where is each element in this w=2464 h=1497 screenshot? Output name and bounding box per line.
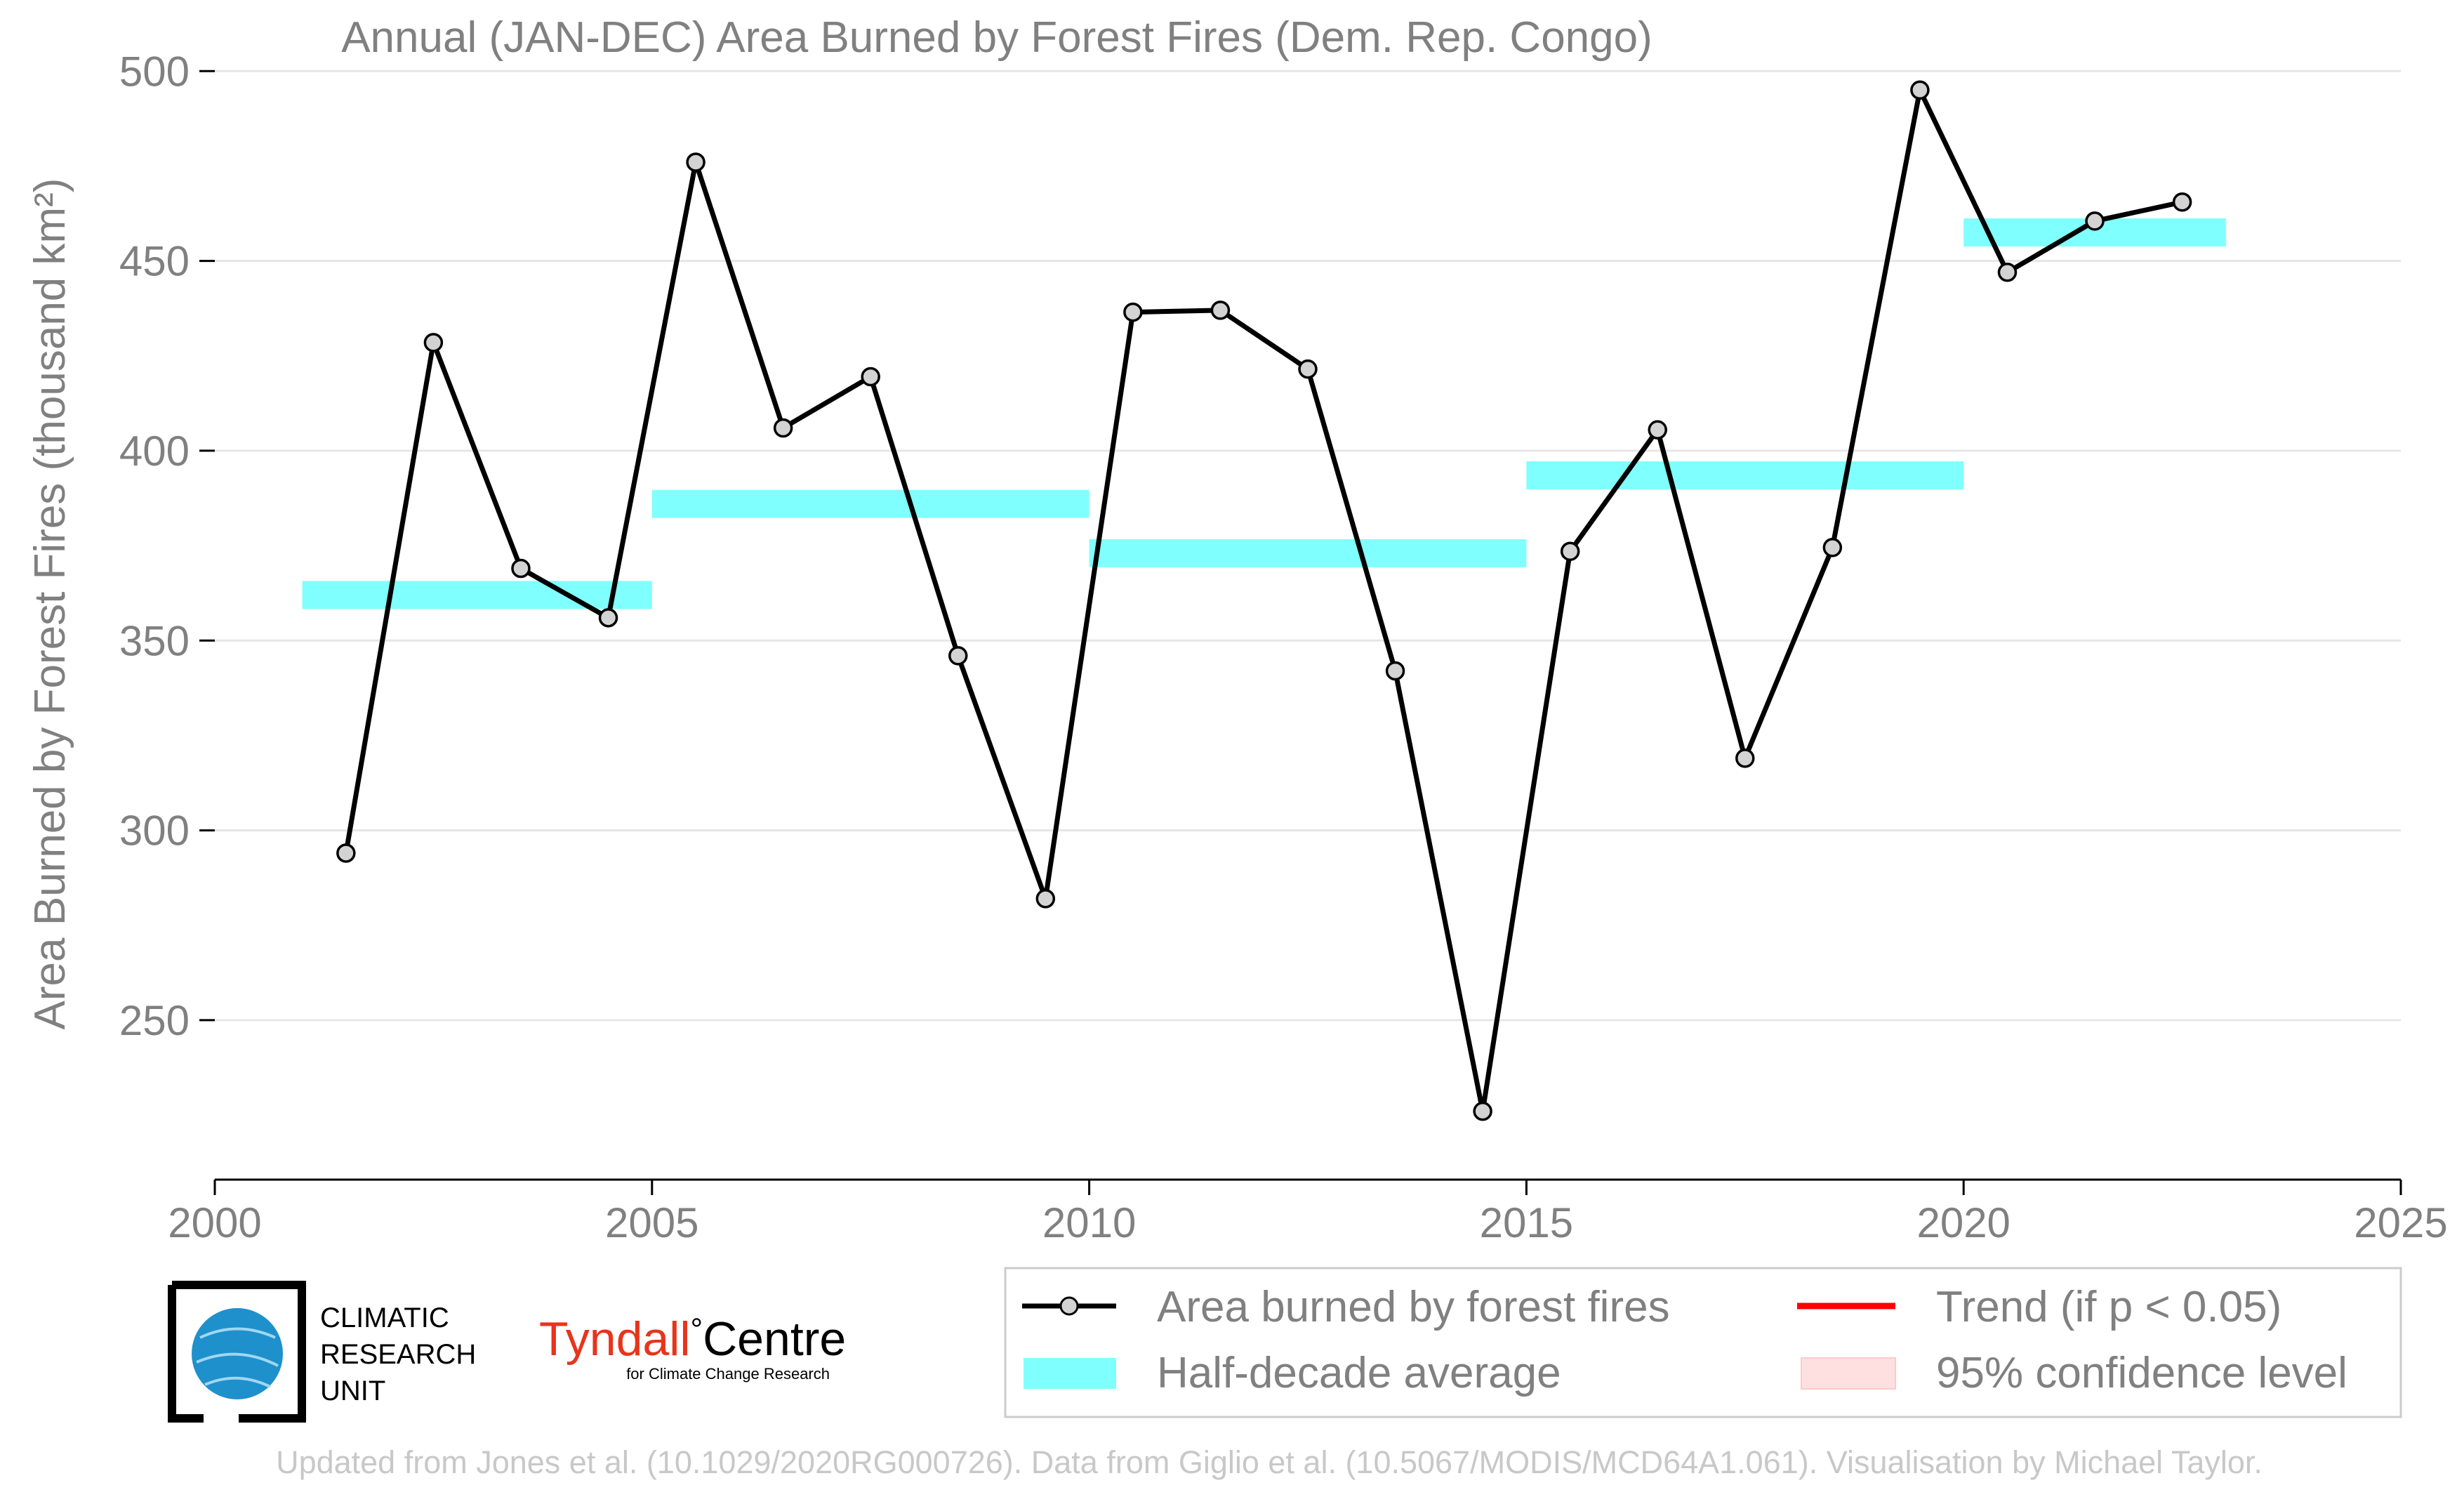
data-point [2085,211,2105,231]
half-decade-band [1089,539,1527,567]
cru-logo-bracket-right [172,1281,306,1423]
x-tick-label: 2025 [2354,1199,2447,1246]
data-point [1035,889,1056,909]
cru-logo-line-3: UNIT [320,1376,385,1406]
y-tick-label: 300 [119,807,190,855]
data-point [1910,80,1930,100]
cru-logo-bracket-left [168,1285,204,1423]
y-axis-label: Area Burned by Forest Fires (thousand km… [26,178,74,1030]
data-point [1735,748,1755,768]
half-decade-band [302,581,652,609]
y-axis-ticks: 250 300 350 400 450 500 [119,48,215,1044]
data-point [598,608,618,628]
legend-confidence-icon [1801,1357,1896,1390]
x-tick-label: 2015 [1480,1199,1573,1246]
cru-logo-line-1: CLIMATIC [320,1303,449,1333]
data-point [773,418,793,438]
tyndall-logo: Tyndall°Centre for Climate Change Resear… [539,1312,846,1383]
y-tick-label: 450 [119,238,190,285]
data-point [686,152,706,172]
legend-band-icon [1024,1358,1116,1389]
legend-label-series: Area burned by forest fires [1157,1283,1670,1331]
data-point [1822,538,1843,558]
data-point [861,367,880,387]
series-line [343,87,2183,1114]
data-point [423,333,444,352]
data-point [1210,301,1231,320]
legend-label-trend: Trend (if p < 0.05) [1936,1283,2281,1331]
x-axis-ticks: 2000 2005 2010 2015 2020 2025 [168,1180,2448,1246]
y-tick-label: 400 [119,428,190,475]
data-point [1298,359,1318,379]
tyndall-subtitle: for Climate Change Research [626,1365,830,1383]
data-point [336,843,356,863]
x-tick-label: 2020 [1916,1199,2010,1246]
y-tick-label: 350 [119,617,190,664]
tyndall-degree: ° [690,1312,703,1347]
tyndall-wordmark: Tyndall°Centre [539,1312,846,1366]
x-tick-label: 2005 [605,1199,698,1246]
data-point [1997,263,2018,282]
data-point [1560,541,1580,561]
data-point [1123,302,1143,322]
legend: Area burned by forest fires Trend (if p … [1004,1267,2402,1418]
y-tick-label: 500 [119,48,190,95]
cru-logo-line-2: RESEARCH [320,1339,476,1370]
footer-credits: Updated from Jones et al. (10.1029/2020R… [276,1444,2263,1480]
data-point [1473,1101,1492,1121]
gridlines [215,70,2401,1022]
half-decade-band [1526,461,1964,490]
data-point [1648,420,1667,440]
legend-label-confidence: 95% confidence level [1936,1349,2347,1397]
legend-box [1004,1267,2402,1418]
tyndall-word: Tyndall [539,1312,690,1366]
x-tick-label: 2000 [168,1199,261,1246]
x-tick-label: 2010 [1042,1199,1136,1246]
half-decade-bands [302,218,2226,609]
legend-marker-icon [1059,1296,1079,1316]
half-decade-band [651,489,1089,518]
data-point [2172,192,2192,212]
y-tick-label: 250 [119,997,190,1044]
data-point [511,558,531,579]
globe-lines-icon [196,1327,279,1388]
tyndall-centre-word: Centre [703,1312,846,1366]
data-point [1385,661,1405,681]
cru-logo: CLIMATIC RESEARCH UNIT [168,1281,476,1423]
data-point [948,646,968,666]
legend-label-average: Half-decade average [1157,1349,1561,1397]
chart-title: Annual (JAN-DEC) Area Burned by Forest F… [341,13,1652,62]
data-series [336,80,2192,1121]
